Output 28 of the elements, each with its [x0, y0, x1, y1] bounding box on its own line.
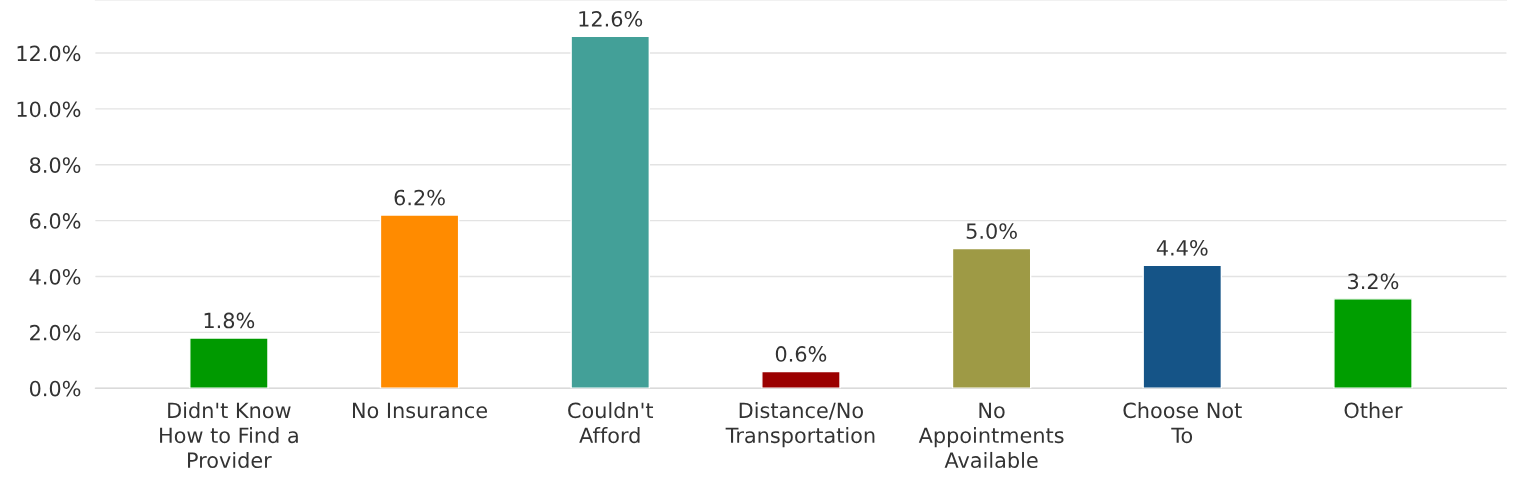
y-tick-label: 0.0% — [29, 380, 81, 397]
data-label: 0.6% — [775, 346, 827, 362]
x-tick-label: No Appointments Available — [918, 402, 1064, 469]
data-label: 4.4% — [1156, 239, 1208, 256]
x-tick-label: Other — [1344, 402, 1403, 419]
data-label: 6.2% — [394, 189, 445, 206]
bar — [570, 35, 651, 389]
bar — [1142, 264, 1223, 389]
x-tick-label: Couldn't Afford — [568, 402, 654, 444]
bar — [189, 337, 269, 389]
y-tick-label: 4.0% — [29, 268, 81, 285]
y-tick-label: 8.0% — [29, 157, 81, 173]
bar — [379, 214, 460, 389]
y-tick-label: 2.0% — [30, 324, 81, 341]
y-tick-label: 6.0% — [30, 213, 81, 229]
x-tick-label: No Insurance — [353, 402, 488, 419]
data-label: 12.6% — [579, 10, 643, 27]
data-label: 3.2% — [1348, 273, 1399, 290]
data-label: 5.0% — [966, 223, 1017, 239]
x-tick-label: Choose Not To — [1123, 402, 1242, 444]
x-tick-label: Didn't Know How to Find a Provider — [160, 402, 298, 469]
x-tick-label: Distance/No Transportation — [725, 402, 875, 448]
data-label: 1.8% — [204, 312, 255, 329]
y-tick-label: 10.0% — [17, 101, 81, 118]
y-tick-label: 12.0% — [17, 45, 81, 62]
bar — [761, 370, 841, 389]
bar — [1333, 298, 1413, 389]
bar — [951, 247, 1032, 389]
